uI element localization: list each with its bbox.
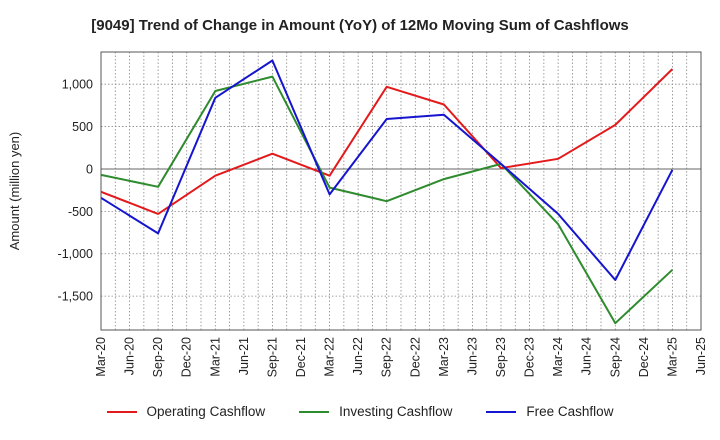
x-tick-label: Dec-23: [523, 337, 537, 377]
x-tick-label: Mar-20: [94, 337, 108, 377]
x-tick-label: Dec-22: [408, 337, 422, 377]
legend-label-operating: Operating Cashflow: [146, 404, 266, 419]
y-tick-label: -1,000: [58, 247, 93, 261]
y-tick-label: 500: [72, 120, 93, 134]
x-tick-label: Sep-24: [608, 337, 622, 377]
x-tick-label: Sep-21: [265, 337, 279, 377]
plot-border: [100, 51, 702, 331]
legend-swatch-operating: [106, 410, 137, 413]
x-tick-label: Jun-22: [351, 337, 365, 375]
series-line-0: [100, 68, 674, 215]
y-tick-label: -1,500: [58, 290, 93, 304]
legend-swatch-investing: [299, 410, 330, 413]
x-tick-label: Mar-25: [665, 337, 679, 377]
x-tick-label: Jun-23: [465, 337, 479, 375]
x-tick-label: Dec-21: [294, 337, 308, 377]
x-tick-label: Jun-21: [237, 337, 251, 375]
legend-item-investing: Investing Cashflow: [299, 404, 452, 419]
legend-label-investing: Investing Cashflow: [339, 404, 453, 419]
x-tick-labels: Mar-20 Jun-20 Sep-20 Dec-20 Mar-21 Jun-21 Sep-…: [94, 337, 708, 377]
x-tick-label: Dec-20: [180, 337, 194, 377]
x-tick-label: Mar-22: [323, 337, 337, 377]
x-tick-label: Sep-20: [151, 337, 165, 377]
legend-item-free: Free Cashflow: [486, 404, 613, 419]
legend: Operating Cashflow Investing Cashflow Fr…: [0, 404, 720, 419]
y-axis-label: Amount (million yen): [7, 132, 22, 251]
series-line-1: [100, 75, 674, 325]
legend-swatch-free: [486, 410, 517, 413]
x-tick-label: Jun-20: [123, 337, 137, 375]
y-tick-label: -500: [68, 205, 93, 219]
series-layer: [100, 59, 674, 325]
y-tick-label: 1,000: [62, 78, 93, 92]
legend-item-operating: Operating Cashflow: [106, 404, 266, 419]
y-tick-labels: 1,000 500 0 -500 -1,000 -1,500: [58, 78, 94, 304]
legend-label-free: Free Cashflow: [526, 404, 614, 419]
x-tick-label: Dec-24: [637, 337, 651, 377]
x-tick-label: Mar-23: [437, 337, 451, 377]
series-line-2: [100, 59, 674, 281]
x-tick-label: Mar-21: [208, 337, 222, 377]
x-tick-label: Mar-24: [551, 337, 565, 377]
y-tick-label: 0: [86, 162, 93, 176]
x-tick-label: Jun-25: [694, 337, 708, 375]
x-tick-label: Sep-22: [380, 337, 394, 377]
x-tick-label: Sep-23: [494, 337, 508, 377]
x-tick-label: Jun-24: [580, 337, 594, 375]
chart-title: [9049] Trend of Change in Amount (YoY) o…: [91, 17, 629, 34]
